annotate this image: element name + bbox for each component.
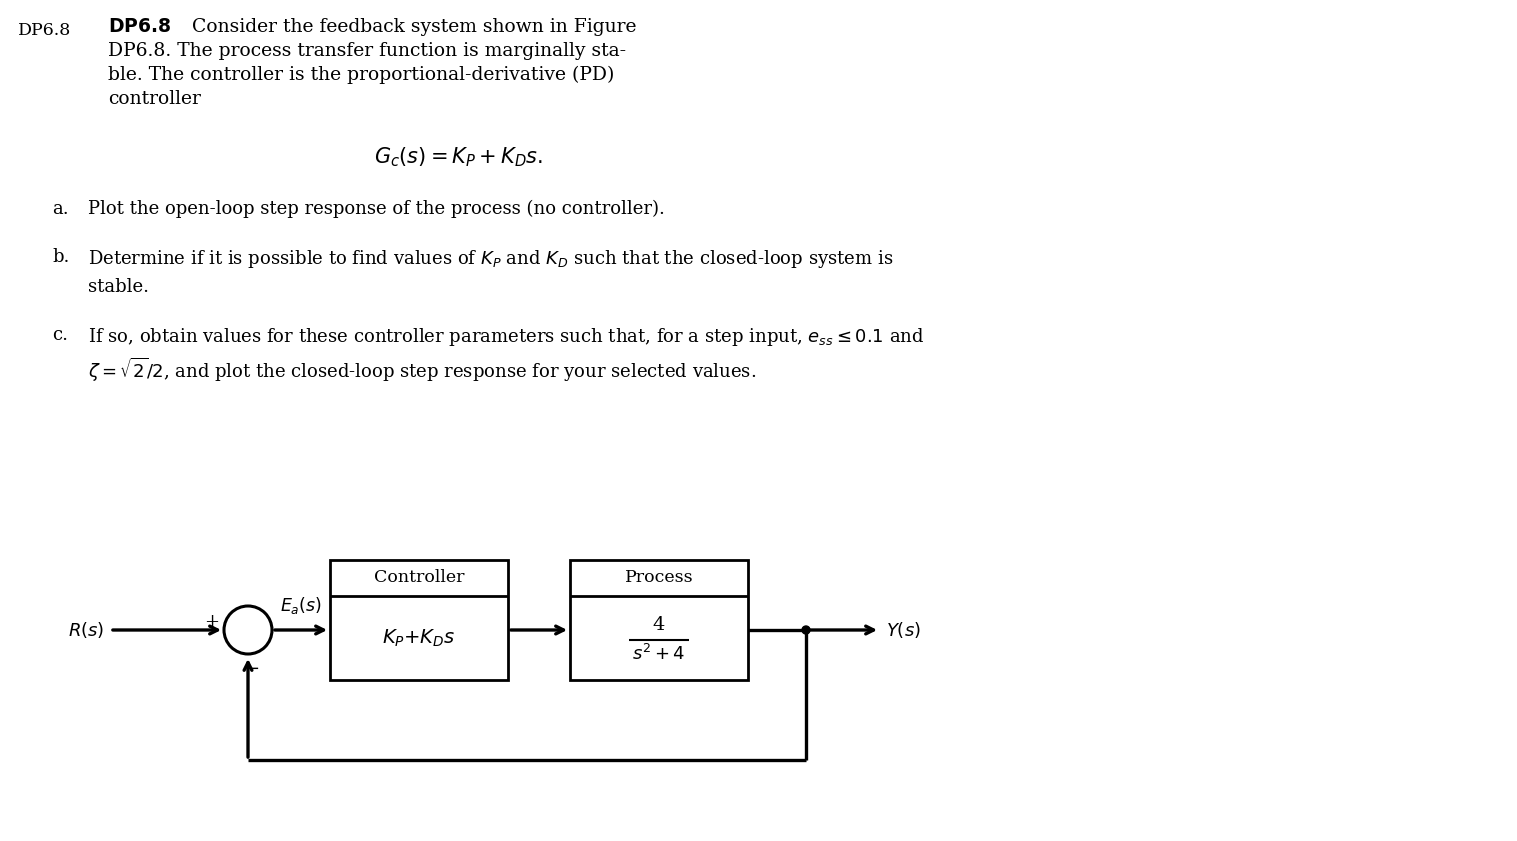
Text: ble. The controller is the proportional-derivative (PD): ble. The controller is the proportional-… (108, 66, 614, 84)
Text: c.: c. (52, 326, 68, 344)
Text: Plot the open-loop step response of the process (no controller).: Plot the open-loop step response of the … (88, 200, 664, 219)
Text: $\zeta = \sqrt{2}/2$, and plot the closed-loop step response for your selected v: $\zeta = \sqrt{2}/2$, and plot the close… (88, 356, 757, 384)
Text: a.: a. (52, 200, 68, 218)
Text: DP6.8. The process transfer function is marginally sta-: DP6.8. The process transfer function is … (108, 42, 627, 60)
Text: $s^2 + 4$: $s^2 + 4$ (633, 644, 686, 664)
Bar (331, 560, 508, 680)
Text: b.: b. (52, 248, 70, 266)
Text: Determine if it is possible to find values of $K_P$ and $K_D$ such that the clos: Determine if it is possible to find valu… (88, 248, 894, 270)
Text: $Y(s)$: $Y(s)$ (886, 620, 921, 640)
Text: DP6.8: DP6.8 (18, 22, 71, 39)
Text: Controller: Controller (373, 569, 464, 586)
Text: $G_c(s) = K_P + K_Ds.$: $G_c(s) = K_P + K_Ds.$ (375, 145, 543, 168)
Text: $K_P{+}K_Ds$: $K_P{+}K_Ds$ (382, 627, 455, 648)
Text: −: − (244, 660, 259, 678)
Text: If so, obtain values for these controller parameters such that, for a step input: If so, obtain values for these controlle… (88, 326, 924, 348)
Text: +: + (203, 613, 218, 631)
Text: stable.: stable. (88, 278, 149, 296)
Text: controller: controller (108, 90, 200, 108)
Text: $\mathbf{DP6.8}$: $\mathbf{DP6.8}$ (108, 18, 171, 36)
Text: $E_a(s)$: $E_a(s)$ (281, 595, 322, 616)
Text: 4: 4 (652, 616, 664, 634)
Text: Process: Process (625, 569, 693, 586)
Bar (570, 560, 748, 680)
Ellipse shape (802, 626, 810, 634)
Text: $R(s)$: $R(s)$ (68, 620, 105, 640)
Text: Consider the feedback system shown in Figure: Consider the feedback system shown in Fi… (193, 18, 637, 36)
